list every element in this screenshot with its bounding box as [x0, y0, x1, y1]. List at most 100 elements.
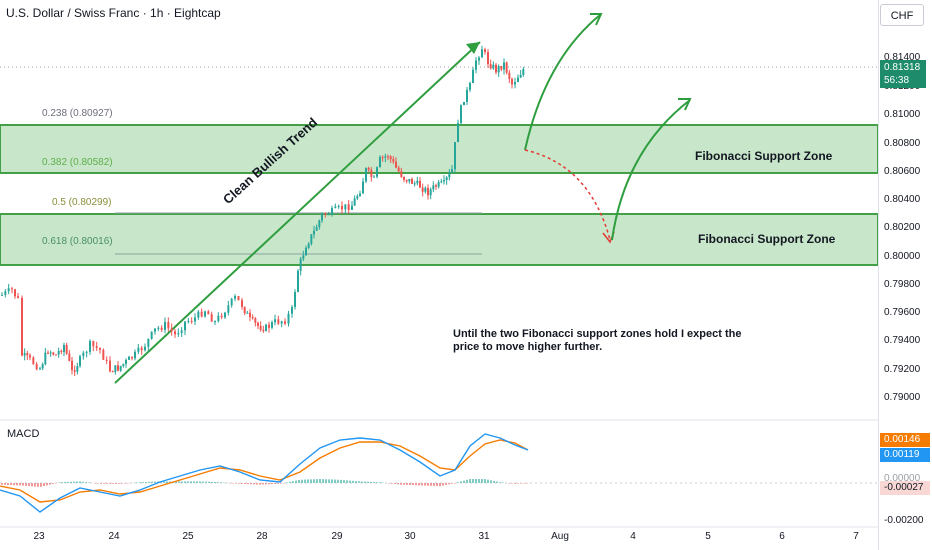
- candle-body: [4, 291, 7, 295]
- candle-body: [427, 187, 429, 196]
- macd-histogram-bar: [460, 481, 462, 483]
- candle-body: [356, 196, 359, 199]
- macd-histogram-bar: [79, 481, 81, 483]
- candle-body: [41, 364, 44, 369]
- macd-histogram-bar: [280, 483, 282, 484]
- macd-histogram-bar: [268, 483, 270, 485]
- macd-histogram-bar: [520, 483, 522, 484]
- fib-label-0382: 0.382 (0.80582): [42, 157, 113, 168]
- candle-body: [310, 234, 313, 244]
- candle-body: [197, 311, 200, 318]
- macd-histogram-bar: [142, 482, 144, 483]
- candle-body: [277, 319, 280, 324]
- projection-arrow-dashed: [524, 149, 611, 241]
- macd-histogram-bar: [214, 482, 216, 483]
- candle-body: [52, 352, 55, 355]
- candle-body: [11, 288, 13, 290]
- candle-body: [280, 321, 283, 324]
- candle-body: [140, 347, 143, 351]
- candle-body: [495, 64, 497, 73]
- candle-body: [177, 332, 180, 335]
- macd-histogram-bar: [310, 479, 312, 483]
- candle-body: [187, 321, 190, 323]
- macd-histogram-bar: [397, 483, 399, 485]
- candle-body: [92, 341, 95, 347]
- macd-histogram-bar: [298, 480, 300, 483]
- signal-line: [0, 433, 529, 513]
- candle-body: [23, 353, 26, 356]
- macd-histogram-bar: [463, 480, 465, 483]
- candle-body: [397, 167, 400, 172]
- y-tick: 0.79000: [884, 392, 921, 403]
- macd-histogram-bar: [361, 481, 363, 483]
- candle-body: [416, 180, 419, 184]
- candle-body: [294, 291, 296, 307]
- macd-indicator-label[interactable]: MACD: [7, 428, 40, 440]
- candle-body: [160, 327, 163, 330]
- candle-body: [291, 306, 293, 314]
- candle-body: [519, 74, 522, 78]
- candle-body: [65, 344, 68, 354]
- candle-body: [14, 289, 16, 297]
- candle-body: [405, 179, 408, 182]
- candle-body: [237, 296, 240, 301]
- candle-body: [114, 365, 117, 372]
- candle-body: [508, 72, 511, 79]
- macd-histogram-bar: [103, 483, 105, 484]
- price-axis[interactable]: [878, 0, 932, 550]
- candle-body: [63, 344, 65, 352]
- macd-histogram-bar: [70, 481, 72, 483]
- macd-histogram-bar: [202, 481, 204, 483]
- candle-body: [429, 189, 432, 196]
- candle-body: [32, 357, 35, 365]
- candle-body: [190, 321, 193, 323]
- macd-histogram-bar: [256, 483, 258, 485]
- macd-histogram-bar: [52, 483, 54, 484]
- candle-body: [478, 57, 480, 61]
- candle-body: [265, 324, 267, 331]
- y-tick: 0.79800: [884, 279, 921, 290]
- candle-body: [147, 338, 150, 347]
- candle-body: [79, 356, 81, 366]
- candle-body: [259, 325, 262, 330]
- price-chart[interactable]: [0, 0, 878, 550]
- macd-histogram-bar: [346, 480, 348, 483]
- y-tick: 0.80200: [884, 222, 921, 233]
- macd-histogram-bar: [67, 481, 69, 483]
- currency-button[interactable]: CHF: [880, 4, 924, 26]
- macd-histogram-bar: [10, 483, 12, 486]
- candle-body: [373, 176, 375, 178]
- candle-body: [214, 321, 216, 323]
- macd-histogram-bar: [283, 483, 285, 484]
- macd-histogram-bar: [316, 479, 318, 483]
- candle-body: [44, 352, 47, 365]
- chart-title[interactable]: U.S. Dollar / Swiss Franc · 1h · Eightca…: [6, 6, 221, 20]
- macd-histogram-bar: [40, 483, 42, 487]
- macd-histogram-bar: [331, 479, 333, 483]
- macd-histogram-bar: [262, 483, 264, 485]
- candle-body: [492, 64, 495, 69]
- macd-histogram-bar: [313, 479, 315, 483]
- macd-histogram-bar: [148, 481, 150, 483]
- candle-body: [1, 294, 3, 296]
- macd-histogram-bar: [334, 479, 336, 483]
- macd-histogram-bar: [394, 483, 396, 484]
- candle-body: [99, 347, 101, 350]
- candle-body: [389, 156, 392, 160]
- macd-histogram-bar: [370, 481, 372, 483]
- candle-body: [362, 181, 364, 194]
- y-tick: 0.81000: [884, 109, 921, 120]
- macd-histogram-bar: [55, 483, 57, 484]
- candle-body: [167, 321, 170, 329]
- x-tick: 28: [256, 531, 268, 542]
- macd-histogram-bar: [373, 481, 375, 483]
- macd-line: [0, 439, 529, 503]
- macd-histogram-bar: [340, 479, 342, 483]
- macd-histogram-bar: [244, 483, 246, 484]
- candle-body: [451, 169, 453, 173]
- macd-histogram-bar: [208, 481, 210, 483]
- candle-body: [469, 82, 471, 90]
- candle-body: [49, 352, 52, 354]
- macd-histogram-bar: [238, 483, 240, 484]
- signal-value-badge: 0.00119: [880, 448, 930, 462]
